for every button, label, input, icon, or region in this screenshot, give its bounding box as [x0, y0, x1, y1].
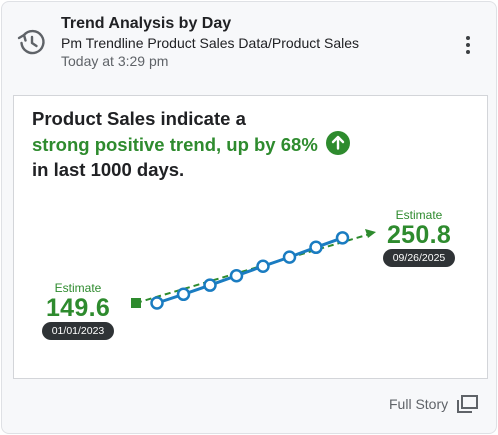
data-point	[335, 231, 350, 245]
estimate-start-value: 149.6	[45, 294, 111, 322]
arrow-up-circle-icon	[325, 131, 350, 155]
data-point	[203, 278, 217, 292]
insight-line-2: strong positive trend, up by 68%	[32, 134, 318, 155]
estimate-start-date: 01/01/2023	[42, 322, 114, 340]
trendline-start-marker	[131, 298, 141, 308]
card-subtitle: Pm Trendline Product Sales Data/Product …	[61, 35, 360, 51]
full-story-link[interactable]: Full Story	[389, 395, 479, 413]
menu-dot	[466, 36, 470, 40]
open-in-new-window-icon	[457, 395, 479, 413]
data-point	[256, 259, 270, 273]
insight-headline: Product Sales indicate a strong positive…	[32, 106, 350, 182]
insight-panel: Product Sales indicate a strong positive…	[13, 95, 488, 379]
estimate-start-label: Estimate	[54, 281, 102, 295]
estimate-end-label: Estimate	[395, 208, 443, 222]
menu-dot	[466, 50, 470, 54]
full-story-label: Full Story	[389, 396, 449, 412]
menu-dot	[466, 43, 470, 47]
insight-line-2-wrap: strong positive trend, up by 68%	[32, 131, 350, 157]
more-vert-icon[interactable]	[459, 34, 477, 56]
trendline-arrowhead	[365, 229, 376, 238]
estimate-end-value: 250.8	[386, 221, 452, 249]
data-point	[176, 287, 191, 302]
card-timestamp: Today at 3:29 pm	[61, 53, 169, 69]
insight-line-3: in last 1000 days.	[32, 159, 185, 180]
insight-line-1: Product Sales indicate a	[32, 108, 246, 129]
history-clock-icon	[17, 29, 45, 55]
trend-chart	[131, 229, 376, 310]
data-point	[309, 240, 323, 255]
estimate-end-date: 09/26/2025	[383, 249, 455, 267]
card-title: Trend Analysis by Day	[61, 15, 232, 32]
data-point	[229, 268, 244, 283]
data-point	[282, 250, 297, 264]
data-point	[150, 296, 164, 310]
